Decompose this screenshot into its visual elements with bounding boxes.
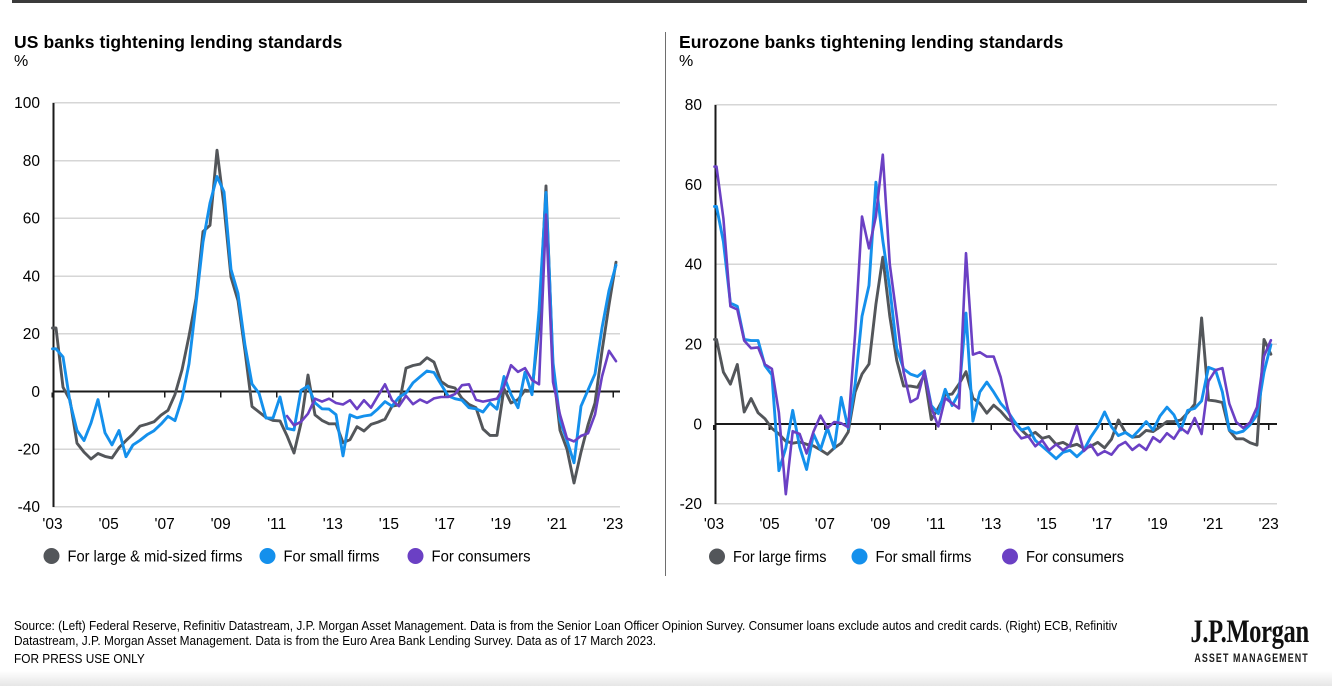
svg-text:'13: '13 [981,516,1001,533]
svg-text:'09: '09 [211,516,231,533]
svg-text:'09: '09 [870,516,890,533]
svg-text:'23: '23 [603,516,623,533]
svg-text:'05: '05 [98,516,118,533]
svg-text:'11: '11 [267,516,286,533]
svg-text:'17: '17 [1092,516,1112,533]
svg-text:'13: '13 [323,516,343,533]
svg-text:20: 20 [23,326,41,343]
svg-text:80: 80 [685,97,703,114]
svg-text:20: 20 [685,337,703,354]
svg-text:60: 60 [685,177,703,194]
svg-text:'03: '03 [42,516,62,533]
svg-text:'17: '17 [435,516,455,533]
svg-text:-20: -20 [18,442,41,459]
svg-text:'07: '07 [154,516,174,533]
svg-text:60: 60 [23,211,41,228]
svg-text:For large & mid-sized firms: For large & mid-sized firms [68,549,243,566]
svg-text:For large firms: For large firms [733,549,827,566]
svg-text:'15: '15 [1037,516,1057,533]
svg-text:'15: '15 [379,516,399,533]
svg-text:For consumers: For consumers [432,549,531,566]
svg-text:'21: '21 [547,516,567,533]
svg-text:0: 0 [693,416,702,433]
svg-text:'05: '05 [759,516,779,533]
svg-text:'07: '07 [815,516,835,533]
svg-text:'03: '03 [704,516,724,533]
svg-text:-20: -20 [680,496,703,513]
svg-text:'21: '21 [1203,516,1223,533]
svg-text:40: 40 [23,268,41,285]
svg-text:For small firms: For small firms [284,549,380,566]
svg-text:-40: -40 [18,499,41,516]
svg-text:40: 40 [685,257,703,274]
svg-text:80: 80 [23,153,41,170]
svg-text:For consumers: For consumers [1026,549,1124,566]
svg-text:100: 100 [14,95,40,112]
svg-text:For small firms: For small firms [876,549,972,566]
svg-text:'11: '11 [926,516,945,533]
svg-text:'19: '19 [1148,516,1168,533]
svg-text:0: 0 [31,384,40,401]
svg-text:'19: '19 [491,516,511,533]
svg-text:'23: '23 [1258,516,1278,533]
